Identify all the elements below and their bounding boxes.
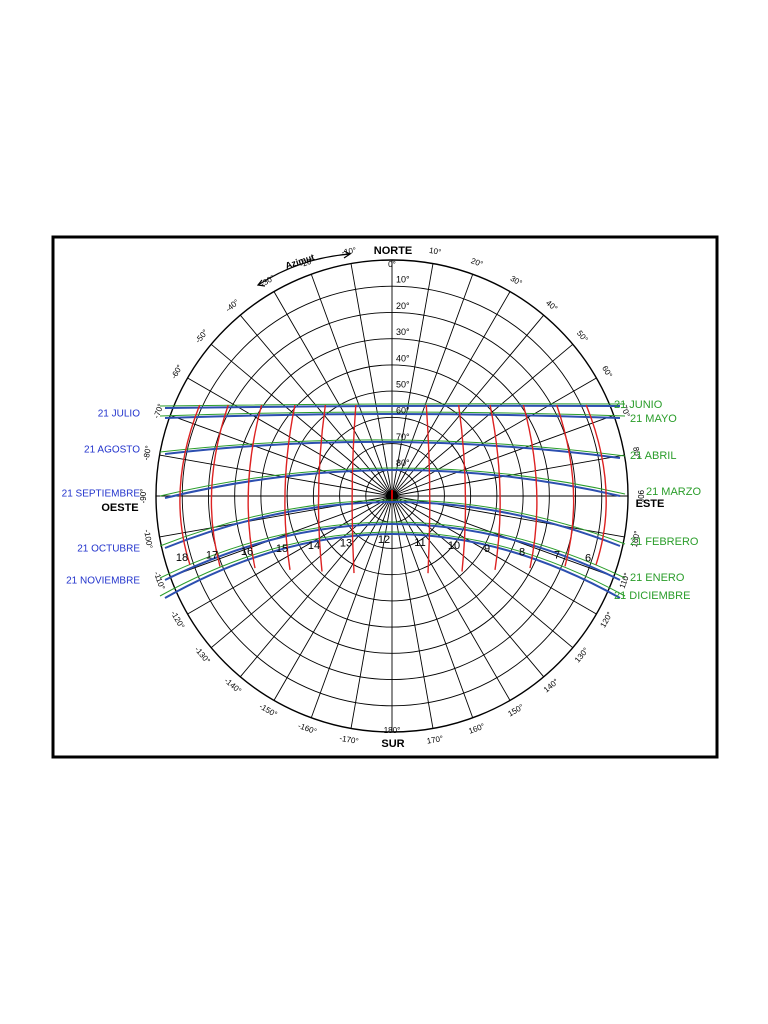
azimuth-label: -90° <box>139 489 148 504</box>
azimuth-label: 170° <box>426 734 444 746</box>
azimuth-label: 80° <box>631 446 642 459</box>
hour-line <box>457 404 467 572</box>
hour-label: 16 <box>241 546 253 558</box>
azimuth-line <box>391 495 574 649</box>
altitude-label: 10° <box>396 275 410 285</box>
azimuth-line <box>391 495 511 701</box>
azimuth-label: -100° <box>142 529 154 549</box>
azimuth-label: 180° <box>384 726 401 735</box>
azimuth-label: 10° <box>428 246 441 257</box>
azimuth-arrow <box>257 253 351 286</box>
azimuth-label: 100° <box>630 530 642 548</box>
date-path <box>159 403 626 407</box>
north: NORTE <box>374 245 413 257</box>
azimuth-line <box>170 414 393 497</box>
hour-label: 11 <box>414 537 425 549</box>
date-label-left: 21 OCTUBRE <box>77 544 140 555</box>
date-path <box>164 501 621 549</box>
date-path <box>159 467 626 497</box>
hour-label: 13 <box>340 537 352 549</box>
date-label-right: 21 JUNIO <box>614 399 663 411</box>
date-path <box>159 439 626 457</box>
azimuth-line <box>239 495 393 678</box>
hour-line <box>210 404 229 567</box>
date-label-right: 21 FEBRERO <box>630 536 699 548</box>
date-label-right: 21 ABRIL <box>630 450 676 462</box>
azimuth-label: -10° <box>341 246 357 257</box>
date-path <box>159 499 626 547</box>
hour-line <box>585 404 607 566</box>
azimuth-label: -80° <box>142 445 153 461</box>
altitude-label: 80° <box>396 458 410 468</box>
hour-line <box>179 404 201 566</box>
date-path <box>159 521 626 579</box>
hour-label: 8 <box>519 546 525 558</box>
south: SUR <box>381 738 404 750</box>
hour-label: 18 <box>176 552 188 564</box>
altitude-label: 30° <box>396 327 410 337</box>
azimuth-line <box>210 495 393 649</box>
azimuth-line <box>273 291 393 497</box>
azimuth-line <box>310 495 393 718</box>
date-path <box>164 413 621 419</box>
date-path <box>164 533 621 599</box>
altitude-label: 20° <box>396 301 410 311</box>
altitude-label: 40° <box>396 353 410 363</box>
azimuth-line <box>310 274 393 497</box>
west: OESTE <box>101 502 138 514</box>
date-label-right: 21 MAYO <box>630 413 677 425</box>
hour-label: 10 <box>448 540 460 552</box>
azimuth-line <box>187 495 393 615</box>
hour-label: 14 <box>308 540 320 552</box>
azimuth-label: 70° <box>619 404 632 418</box>
hour-label: 17 <box>206 549 218 561</box>
date-path <box>164 440 621 459</box>
hour-line <box>284 404 296 571</box>
date-label-right: 21 ENERO <box>630 572 685 584</box>
azimuth-line <box>391 263 434 497</box>
azimuth-line <box>391 274 474 497</box>
hour-line <box>522 404 538 569</box>
date-label-left: 21 JULIO <box>98 409 140 420</box>
altitude-label: 60° <box>396 406 410 416</box>
altitude-label: 50° <box>396 379 410 389</box>
arrowheads <box>256 250 352 287</box>
date-label-left: 21 NOVIEMBRE <box>66 576 140 587</box>
hour-line <box>556 404 575 567</box>
date-label-right: 21 MARZO <box>646 486 701 498</box>
azimuth-line <box>391 495 545 678</box>
hour-label: 15 <box>276 543 288 555</box>
azimuth-line <box>391 377 597 497</box>
azimuth-label: 20° <box>470 256 484 269</box>
hour-line <box>317 404 327 572</box>
azimuth-label: -170° <box>339 734 359 746</box>
azimuth-label: 0° <box>388 260 396 269</box>
east: ESTE <box>636 498 665 510</box>
azimuth-line <box>391 495 597 615</box>
azimuth-label: 90° <box>636 490 645 502</box>
hour-line <box>247 404 263 569</box>
altitude-label: 70° <box>396 432 410 442</box>
hour-line <box>425 404 431 574</box>
date-path <box>159 411 626 417</box>
azimuth-line <box>391 495 474 718</box>
date-label-left: 21 SEPTIEMBRE <box>62 489 141 500</box>
azimuth-line <box>350 263 393 497</box>
hour-line <box>489 404 501 570</box>
date-label-left: 21 AGOSTO <box>84 445 140 456</box>
date-label-right: 21 DICIEMBRE <box>614 590 690 602</box>
hour-label: 6 <box>585 552 591 564</box>
hour-line <box>351 404 357 574</box>
hour-label: 9 <box>484 543 490 555</box>
date-path <box>164 469 621 499</box>
azimuth-line <box>391 291 511 497</box>
hour-label: 7 <box>554 549 560 561</box>
date-path <box>159 531 626 597</box>
date-path <box>164 523 621 581</box>
hour-label: 12 <box>378 534 390 546</box>
azimuth-line <box>273 495 393 701</box>
